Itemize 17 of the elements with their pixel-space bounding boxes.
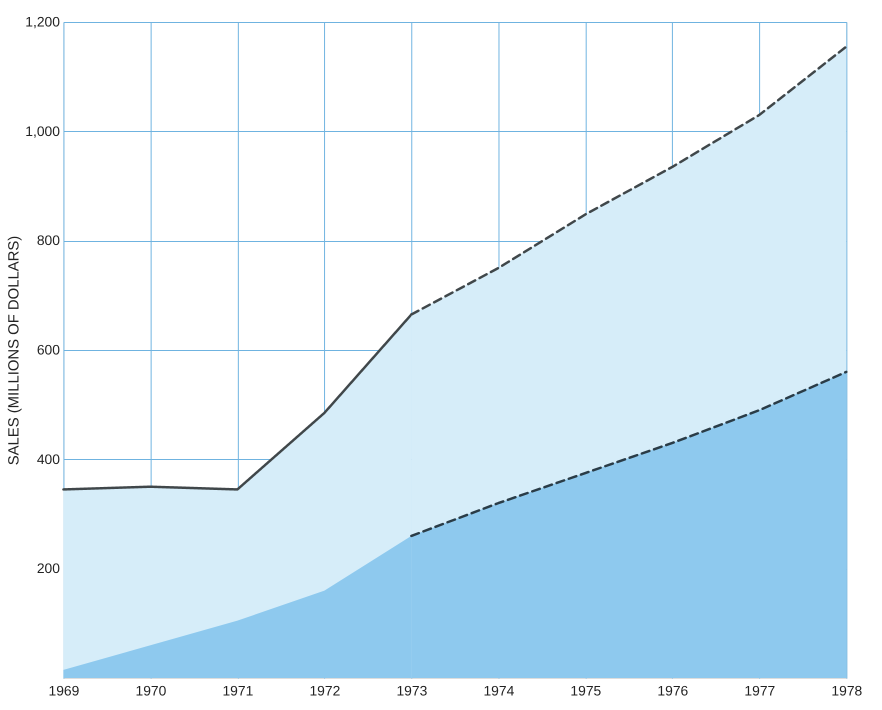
x-tick-label: 1975 [570,682,602,698]
y-tick-label: 800 [36,232,60,248]
y-tick-label: 1,200 [25,13,60,30]
y-axis-title: SALES (MILLIONS OF DOLLARS) [6,236,22,466]
x-tick-label: 1974 [483,682,515,698]
y-tick-label: 400 [36,450,60,467]
x-tick-label: 1973 [396,682,428,698]
x-tick-label: 1978 [831,682,863,698]
y-tick-label: 1,000 [25,122,60,139]
y-tick-label: 600 [36,341,60,358]
x-tick-label: 1970 [135,682,167,698]
x-tick-label: 1977 [744,682,776,698]
x-tick-label: 1971 [222,682,254,698]
y-tick-label: 200 [36,560,60,576]
x-tick-label: 1976 [657,682,689,698]
x-tick-label: 1972 [309,682,341,698]
x-tick-label: 1969 [48,682,80,698]
